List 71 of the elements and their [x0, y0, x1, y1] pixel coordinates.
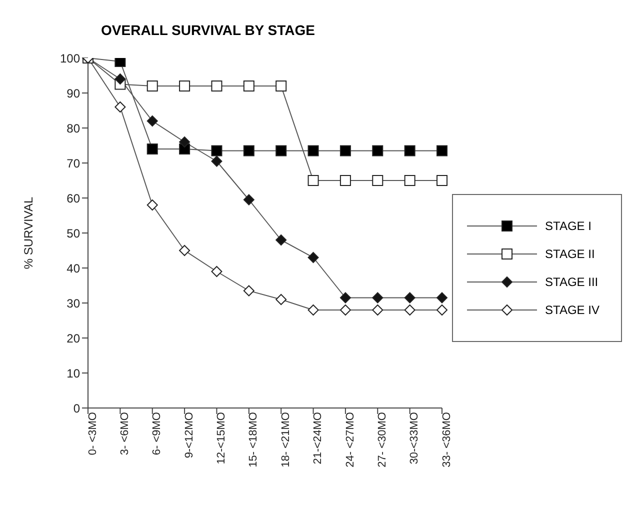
y-tick-label: 100: [60, 51, 80, 66]
y-tick-label: 60: [66, 191, 80, 206]
point: [211, 145, 222, 156]
y-tick-label: 90: [66, 86, 80, 100]
x-tick-label: 33- <36MO: [440, 412, 453, 468]
point: [404, 145, 416, 156]
y-tick-label: 10: [66, 366, 80, 380]
point: [372, 304, 384, 316]
text: STAGE I: [545, 219, 592, 233]
point: [243, 194, 254, 206]
point: [276, 80, 287, 92]
point: [404, 292, 416, 304]
y-axis-title: % SURVIVAL: [21, 196, 36, 270]
point: [340, 175, 351, 186]
x-tick-label: 0- <3MO: [86, 412, 99, 456]
point: [243, 80, 254, 92]
x-tick-label: 12-<15MO: [216, 412, 228, 464]
point: [114, 58, 126, 67]
point: [436, 292, 448, 304]
y-tick-label: 70: [66, 156, 80, 170]
point: [211, 80, 222, 92]
point: [340, 292, 351, 304]
point: [146, 144, 158, 154]
point: [179, 245, 190, 256]
y-tick-label: 50: [66, 226, 80, 240]
text: STAGE IV: [545, 303, 600, 317]
point: [146, 116, 158, 126]
point: [276, 294, 287, 305]
point: [436, 175, 448, 186]
y-tick-label: 0: [73, 401, 80, 416]
point: [436, 304, 448, 316]
y-tick-label: 80: [66, 121, 80, 136]
y-tick-label: 40: [66, 261, 80, 276]
point: [372, 175, 384, 186]
y-tick-label: 20: [66, 331, 80, 346]
point: [276, 145, 287, 156]
chart-title: OVERALL SURVIVAL BY STAGE: [100, 22, 316, 38]
point: [243, 285, 254, 296]
point: [308, 145, 319, 156]
point: [340, 304, 351, 316]
point: [114, 102, 126, 112]
point: [372, 145, 384, 156]
point: [146, 200, 158, 210]
point: [114, 74, 126, 84]
x-tick-label: 24- <27MO: [344, 412, 356, 468]
x-tick-label: 9-<12MO: [183, 412, 196, 458]
point: [243, 145, 254, 156]
point: [404, 175, 416, 186]
point: [146, 80, 158, 92]
y-tick-label: 30: [66, 296, 80, 310]
x-tick-label: 30-<33MO: [408, 412, 421, 464]
point: [179, 80, 190, 92]
point: [308, 304, 319, 316]
x-tick-label: 6- <9MO: [151, 412, 164, 456]
point: [179, 136, 190, 148]
point: [404, 304, 416, 316]
text: STAGE III: [545, 275, 598, 289]
x-tick-label: 15- <18MO: [248, 412, 260, 468]
point: [211, 156, 222, 167]
x-tick-label: 3- <6MO: [118, 412, 131, 456]
point: [308, 175, 319, 186]
point: [436, 145, 448, 156]
x-tick-label: 27- <30MO: [376, 412, 388, 468]
text: STAGE II: [545, 247, 595, 261]
point: [372, 292, 384, 304]
point: [308, 252, 319, 263]
x-tick-label: 18- <21MO: [280, 412, 292, 468]
point: [276, 234, 287, 246]
point: [340, 145, 351, 156]
point: [211, 266, 222, 277]
x-tick-label: 21-<24MO: [312, 412, 324, 464]
